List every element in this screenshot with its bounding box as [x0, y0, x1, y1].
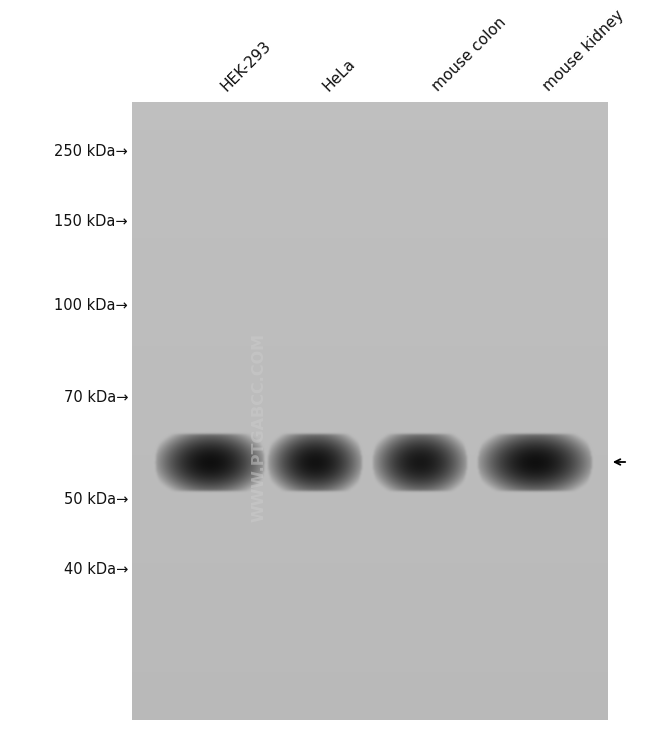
Text: HEK-293: HEK-293 — [218, 38, 274, 94]
Text: 40 kDa→: 40 kDa→ — [64, 562, 128, 578]
Text: WWW.PTGABCC.COM: WWW.PTGABCC.COM — [252, 333, 266, 522]
Text: HeLa: HeLa — [320, 56, 358, 94]
Text: 100 kDa→: 100 kDa→ — [54, 297, 128, 313]
Text: 70 kDa→: 70 kDa→ — [64, 390, 128, 404]
Text: 50 kDa→: 50 kDa→ — [64, 493, 128, 507]
Text: mouse colon: mouse colon — [430, 15, 510, 94]
Text: 150 kDa→: 150 kDa→ — [55, 214, 128, 230]
Text: mouse kidney: mouse kidney — [540, 7, 627, 94]
Text: 250 kDa→: 250 kDa→ — [54, 145, 128, 159]
